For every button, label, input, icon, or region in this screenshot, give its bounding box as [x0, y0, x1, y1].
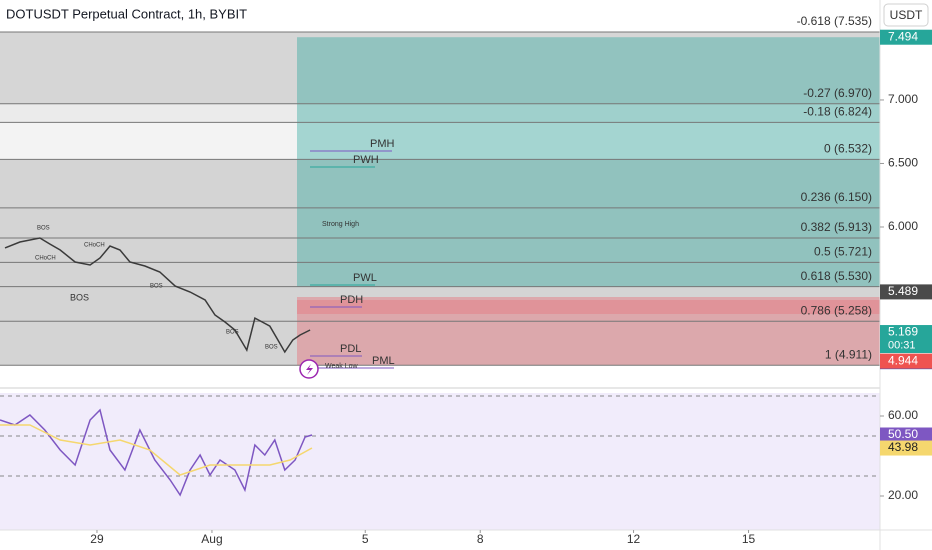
fib-label: -0.618 (7.535)	[797, 14, 872, 28]
annotation: PML	[372, 355, 395, 367]
annotation: BOS	[226, 330, 239, 336]
annotation: PDH	[340, 294, 363, 306]
price-tag-label: 4.944	[888, 353, 918, 367]
alert-bolt	[306, 364, 313, 375]
annotation: BOS	[70, 292, 89, 302]
fib-label: 0.382 (5.913)	[801, 220, 872, 234]
x-tick-label: 15	[742, 532, 756, 546]
x-tick-label: 5	[362, 532, 369, 546]
annotation: BOS	[265, 345, 278, 351]
background-layer	[0, 32, 880, 366]
price-tag	[880, 29, 932, 45]
fib-label: -0.27 (6.970)	[803, 86, 872, 100]
annotation: Weak Low	[325, 363, 358, 370]
annotation: PWH	[353, 154, 379, 166]
fib-label: 0.236 (6.150)	[801, 190, 872, 204]
y-tick-label: 6.000	[888, 219, 918, 233]
rsi-tag-label: 43.98	[888, 440, 918, 454]
rsi-tag	[880, 427, 932, 443]
price-tag-label: 7.494	[888, 29, 918, 43]
zone	[0, 103, 880, 123]
price-tag-label: 5.489	[888, 284, 918, 298]
fib-label: 0 (6.532)	[824, 142, 872, 156]
long-zone	[297, 37, 880, 287]
rsi-layer	[0, 395, 880, 497]
fib-label: 0.618 (5.530)	[801, 269, 872, 283]
annotation: PDL	[340, 343, 361, 355]
fib-label: 1 (4.911)	[825, 347, 872, 361]
zone	[0, 122, 880, 160]
annotation: Strong High	[322, 221, 359, 228]
price-tag	[880, 325, 932, 354]
price-line	[4, 237, 311, 354]
axis-layer: 7.0006.5006.0007.4945.4895.1695.1684.944…	[90, 29, 932, 546]
chart-title: DOTUSDT Perpetual Contract, 1h, BYBIT	[6, 6, 247, 21]
annotation: CHoCH	[35, 256, 56, 262]
rsi-line	[0, 408, 313, 497]
short-zone	[297, 297, 880, 366]
y-tick-label: 7.000	[888, 92, 918, 106]
annotation: BOS	[37, 226, 50, 232]
price-tag-label: 5.169	[888, 325, 918, 339]
x-tick-label: 29	[90, 532, 104, 546]
annotation: PMH	[370, 138, 395, 150]
price-tag	[880, 353, 932, 369]
fib-label: 0.5 (5.721)	[814, 245, 872, 259]
x-tick-label: Aug	[201, 532, 222, 546]
short-zone	[297, 300, 880, 314]
zone	[0, 32, 880, 104]
fib-label: 0.786 (5.258)	[801, 303, 872, 317]
rsi-line	[0, 424, 313, 476]
currency-button[interactable]	[883, 3, 929, 27]
price-axis	[880, 0, 932, 550]
rsi-tag	[880, 440, 932, 456]
fib-label: -0.18 (6.824)	[803, 104, 872, 118]
annotation: CHoCH	[84, 243, 105, 249]
price-tag	[880, 284, 932, 300]
y-tick-label: 60.00	[888, 408, 918, 422]
rsi-background	[0, 393, 880, 530]
title-backdrop	[0, 0, 275, 28]
plot-layer: -0.618 (7.535) -0.27 (6.970) -0.18 (6.824)…	[0, 14, 880, 370]
x-tick-label: 12	[627, 532, 641, 546]
countdown: 00:31	[888, 339, 916, 351]
y-tick-label: 6.500	[888, 156, 918, 170]
rsi-tag-label: 50.50	[888, 427, 918, 441]
y-tick-label: 20.00	[888, 488, 918, 502]
annotation: PWL	[353, 272, 377, 284]
currency-label[interactable]: USDT	[890, 8, 923, 22]
x-tick-label: 8	[477, 532, 484, 546]
annotation: BOS	[150, 284, 163, 290]
